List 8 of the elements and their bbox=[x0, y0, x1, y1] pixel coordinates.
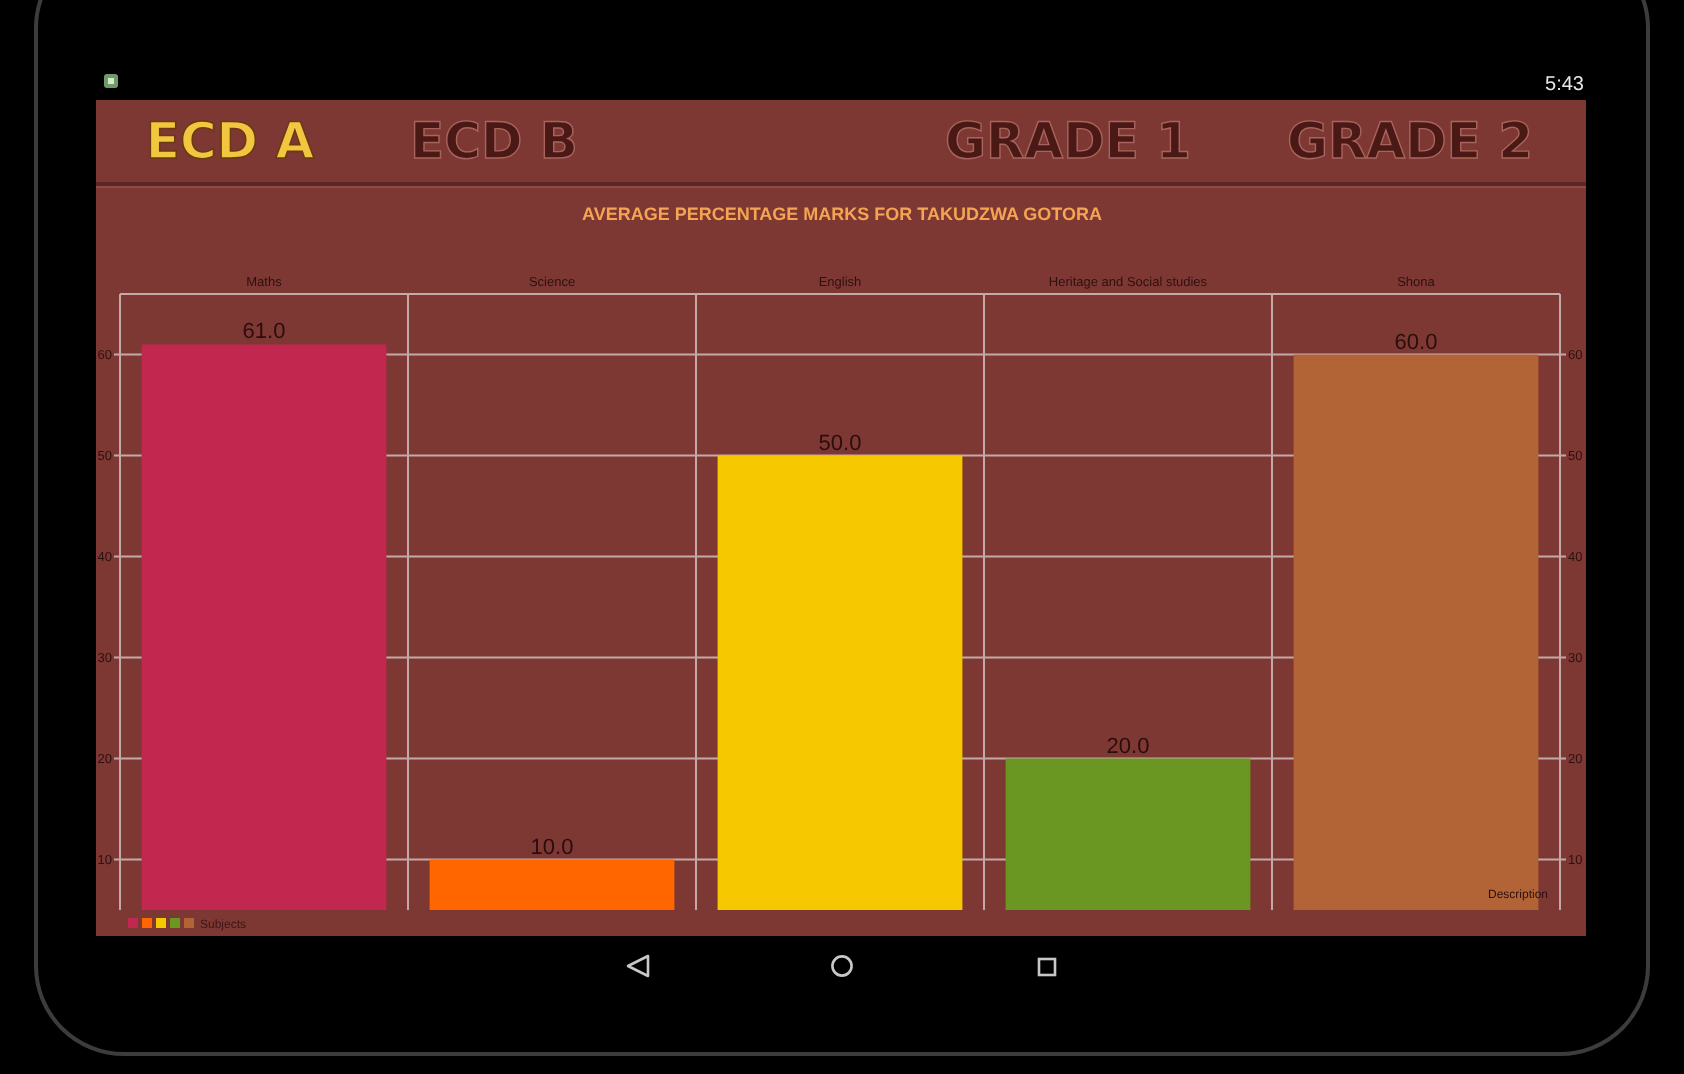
data-label: 61.0 bbox=[242, 320, 286, 345]
text: 5:43 bbox=[1545, 74, 1585, 96]
data-label: 20.0 bbox=[1106, 734, 1150, 759]
data-label: 10.0 bbox=[530, 835, 574, 860]
chart-title: AVERAGE PERCENTAGE MARKS FOR TAKUDZWA GOTORA bbox=[581, 204, 1103, 224]
data-label: 60.0 bbox=[1394, 330, 1438, 355]
data-label: 50.0 bbox=[818, 431, 862, 456]
text: ECD A bbox=[145, 112, 316, 170]
